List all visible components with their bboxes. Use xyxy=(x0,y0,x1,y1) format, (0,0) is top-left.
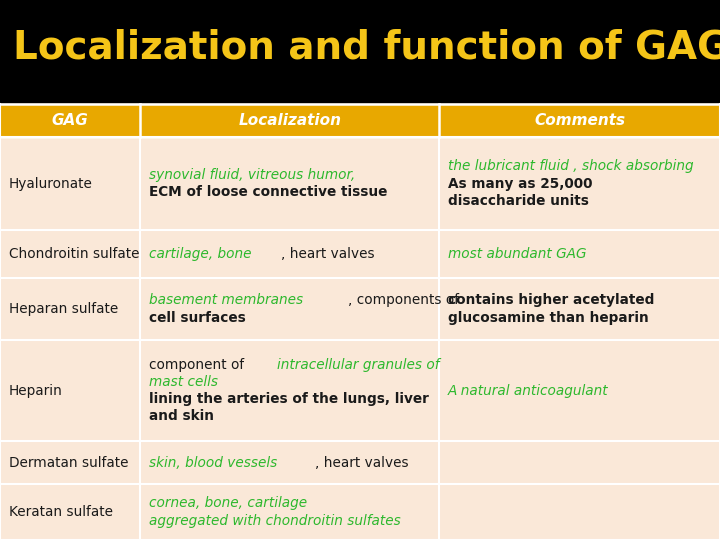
Text: mast cells: mast cells xyxy=(149,375,218,389)
Text: aggregated with chondroitin sulfates: aggregated with chondroitin sulfates xyxy=(149,514,401,528)
Text: skin, blood vessels: skin, blood vessels xyxy=(149,456,277,470)
Bar xyxy=(0,104,140,137)
Text: glucosamine than heparin: glucosamine than heparin xyxy=(448,310,649,325)
Text: GAG: GAG xyxy=(52,113,89,128)
Bar xyxy=(439,104,720,137)
Text: Dermatan sulfate: Dermatan sulfate xyxy=(9,456,128,470)
Text: Keratan sulfate: Keratan sulfate xyxy=(9,505,112,519)
Bar xyxy=(140,104,439,137)
Text: Heparan sulfate: Heparan sulfate xyxy=(9,302,118,316)
Text: cornea, bone, cartilage: cornea, bone, cartilage xyxy=(149,496,307,510)
Text: Localization: Localization xyxy=(238,113,341,128)
Text: contains higher acetylated: contains higher acetylated xyxy=(448,293,654,307)
Text: disaccharide units: disaccharide units xyxy=(448,194,589,208)
Text: Hyaluronate: Hyaluronate xyxy=(9,177,92,191)
Text: Heparin: Heparin xyxy=(9,383,63,397)
Text: Comments: Comments xyxy=(534,113,625,128)
Text: ECM of loose connective tissue: ECM of loose connective tissue xyxy=(149,185,387,199)
Text: cell surfaces: cell surfaces xyxy=(149,310,246,325)
Text: the lubricant fluid , shock absorbing: the lubricant fluid , shock absorbing xyxy=(448,159,693,173)
Text: A natural anticoagulant: A natural anticoagulant xyxy=(448,383,608,397)
Text: component of: component of xyxy=(149,357,248,372)
Text: As many as 25,000: As many as 25,000 xyxy=(448,177,593,191)
Text: , heart valves: , heart valves xyxy=(282,247,375,261)
Text: most abundant GAG: most abundant GAG xyxy=(448,247,586,261)
Text: , components of: , components of xyxy=(348,293,459,307)
Text: and skin: and skin xyxy=(149,409,214,423)
Text: lining the arteries of the lungs, liver: lining the arteries of the lungs, liver xyxy=(149,392,429,406)
Text: basement membranes: basement membranes xyxy=(149,293,303,307)
Text: Localization and function of GAG: Localization and function of GAG xyxy=(13,28,720,66)
Text: cartilage, bone: cartilage, bone xyxy=(149,247,251,261)
Text: synovial fluid, vitreous humor,: synovial fluid, vitreous humor, xyxy=(149,168,355,182)
Text: Chondroitin sulfate: Chondroitin sulfate xyxy=(9,247,139,261)
Bar xyxy=(0,104,720,540)
Text: , heart valves: , heart valves xyxy=(315,456,408,470)
Text: intracellular granules of: intracellular granules of xyxy=(277,357,440,372)
